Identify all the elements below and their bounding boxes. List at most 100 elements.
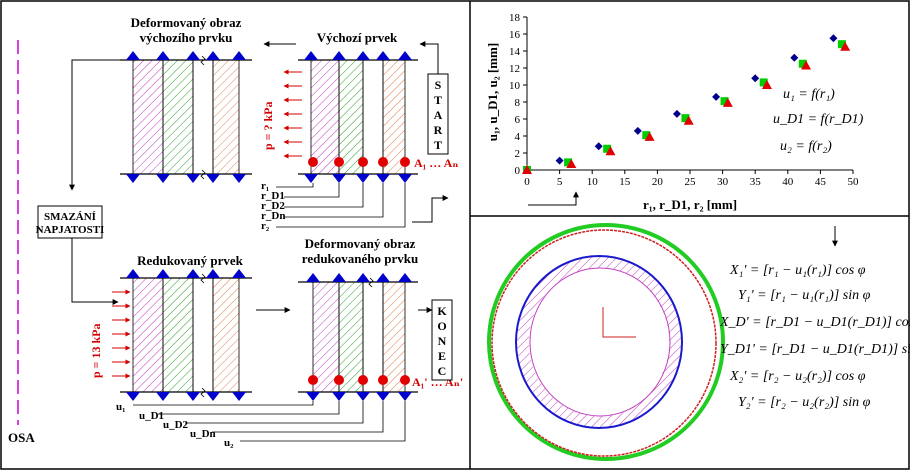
reduced-element: Redukovaný prvek p = 13 kPa bbox=[89, 253, 252, 401]
radius-dimensions: r₁ r_D1 r_D2 r_Dn r₂ bbox=[261, 180, 406, 232]
chart-point-series-1 bbox=[712, 92, 721, 101]
radius-to-chart-arrow bbox=[412, 195, 449, 223]
reduced-title: Redukovaný prvek bbox=[137, 253, 244, 268]
erase-box-line-2: NAPJATOSTI bbox=[36, 224, 105, 236]
chart-point-series-1 bbox=[751, 74, 760, 83]
radius-label-2: r_D1 bbox=[261, 190, 285, 202]
start-letter-4: R bbox=[434, 123, 443, 137]
start-letter-5: T bbox=[434, 138, 442, 152]
erase-stress-box: SMAZÁNÍ NAPJATOSTI bbox=[36, 205, 105, 239]
end-letter-3: N bbox=[438, 334, 447, 348]
formula-5: X₂' = [r₂ − u₂(r₂)] cos φ bbox=[729, 369, 866, 384]
chart-point-series-2 bbox=[603, 144, 612, 153]
chart-point-series-3 bbox=[683, 115, 694, 125]
erase-box-line-1: SMAZÁNÍ bbox=[44, 211, 96, 223]
initial-element: Výchozí prvek p = ? kPa A₁ … Aₙ bbox=[261, 30, 459, 183]
chart-y-tick-label: 10 bbox=[509, 80, 521, 92]
radius-label-1: r₁ bbox=[261, 180, 269, 192]
disp-label-5: u₂ bbox=[224, 437, 234, 449]
chart-point-series-1 bbox=[555, 156, 564, 165]
points-top-label: A₁ … Aₙ bbox=[414, 156, 459, 170]
chart-point-series-3 bbox=[761, 80, 772, 89]
disp-label-2: u_D1 bbox=[139, 410, 164, 422]
chart-point-series-2 bbox=[720, 97, 729, 106]
chart-y-tick-label: 16 bbox=[509, 29, 521, 41]
axis-label: OSA bbox=[8, 430, 35, 445]
chart-point-series-2 bbox=[837, 40, 846, 49]
chart-x-tick-label: 15 bbox=[619, 176, 631, 188]
deformed-reduced-element: Deformovaný obraz redukovaného prvku A₁'… bbox=[298, 236, 463, 401]
chart-equation-1: u₁ = f(r₁) bbox=[783, 87, 835, 102]
deformed-initial-element: Deformovaný obraz výchozího prvku bbox=[120, 15, 252, 183]
chart-x-tick-label: 50 bbox=[848, 176, 860, 188]
chart-x-tick-label: 10 bbox=[587, 176, 599, 188]
chart-x-tick-label: 20 bbox=[652, 176, 664, 188]
start-letter-2: T bbox=[434, 93, 442, 107]
chart-point-series-1 bbox=[672, 109, 681, 118]
chart-x-tick-label: 5 bbox=[557, 176, 563, 188]
displacement-dimensions: u₁ u_D1 u_D2 u_Dn u₂ bbox=[116, 401, 406, 449]
chart-x-tick-label: 40 bbox=[782, 176, 794, 188]
chart-y-tick-label: 12 bbox=[509, 63, 520, 75]
chart-point-series-2 bbox=[564, 158, 573, 167]
chart-pointer-arrow bbox=[528, 191, 579, 206]
initial-title: Výchozí prvek bbox=[317, 30, 398, 45]
disp-label-3: u_D2 bbox=[163, 419, 189, 431]
end-letter-4: E bbox=[438, 349, 446, 363]
pressure-bottom-label: p = 13 kPa bbox=[89, 323, 103, 378]
chart-xlabel: r₁, r_D1, r₂ [mm] bbox=[643, 197, 737, 212]
chart-x-tick-label: 30 bbox=[717, 176, 729, 188]
chart-point-series-2 bbox=[681, 114, 690, 123]
chart-y-tick-label: 2 bbox=[515, 148, 521, 160]
chart-equation-2: u_D1 = f(r_D1) bbox=[773, 112, 864, 127]
chart-x-ticks: 0 5 10 15 20 25 30 35 40 45 50 bbox=[524, 170, 859, 188]
chart-point-series-1 bbox=[829, 34, 838, 43]
chart-y-tick-label: 8 bbox=[515, 97, 521, 109]
start-box: S T A R T bbox=[427, 73, 449, 155]
chart-y-tick-label: 18 bbox=[509, 12, 521, 24]
chart-point-series-1 bbox=[633, 126, 642, 135]
chart-point-series-2 bbox=[642, 131, 651, 140]
chart-point-series-3 bbox=[644, 131, 655, 141]
deformed-circles bbox=[487, 223, 725, 461]
formula-4: Y_D1' = [r_D1 − u_D1(r_D1)] sin φ bbox=[720, 342, 910, 357]
chart-point-series-1 bbox=[594, 142, 603, 151]
chart-point-series-3 bbox=[840, 41, 851, 51]
chart-point-series-3 bbox=[522, 165, 532, 174]
chart-x-tick-label: 35 bbox=[750, 176, 762, 188]
deformed-to-erase-arrow bbox=[69, 59, 120, 191]
pressure-top-label: p = ? kPa bbox=[261, 101, 275, 150]
disp-label-1: u₁ bbox=[116, 401, 125, 413]
formula-6: Y₂' = [r₂ − u₂(r₂)] sin φ bbox=[738, 395, 871, 410]
formula-2: Y₁' = [r₁ − u₁(r₁)] sin φ bbox=[738, 288, 871, 303]
chart-y-tick-label: 4 bbox=[515, 131, 521, 143]
chart-points bbox=[522, 34, 851, 174]
deformed-reduced-title-2: redukovaného prvku bbox=[302, 251, 418, 266]
chart-y-tick-label: 0 bbox=[515, 165, 521, 177]
chart-equation-3: u₂ = f(r₂) bbox=[780, 139, 832, 154]
formula-1: X₁' = [r₁ − u₁(r₁)] cos φ bbox=[729, 263, 866, 278]
end-letter-1: K bbox=[437, 304, 447, 318]
deformed-initial-title-1: Deformovaný obraz bbox=[131, 15, 242, 30]
chart-x-tick-label: 25 bbox=[685, 176, 697, 188]
chart-point-series-3 bbox=[722, 97, 733, 107]
start-letter-1: S bbox=[435, 78, 442, 92]
end-box: K O N E C bbox=[431, 299, 453, 381]
formula-3: X_D' = [r_D1 − u_D1(r_D1)] cos φ bbox=[719, 315, 910, 330]
formulas: X₁' = [r₁ − u₁(r₁)] cos φ Y₁' = [r₁ − u₁… bbox=[719, 263, 910, 410]
chart-point-series-3 bbox=[566, 159, 577, 169]
deformed-initial-title-2: výchozího prvku bbox=[140, 30, 233, 45]
deformed-reduced-title-1: Deformovaný obraz bbox=[305, 236, 416, 251]
chart-y-tick-label: 6 bbox=[515, 114, 521, 126]
radius-label-4: r_Dn bbox=[261, 210, 285, 222]
radius-label-5: r₂ bbox=[261, 220, 270, 232]
chart-x-tick-label: 45 bbox=[815, 176, 827, 188]
start-letter-3: A bbox=[434, 108, 443, 122]
chart-point-series-2 bbox=[798, 59, 807, 68]
chart-y-ticks: 0 2 4 6 8 10 12 14 16 18 bbox=[509, 12, 527, 177]
chart-point-series-1 bbox=[790, 53, 799, 62]
chart-ylabel: u₁, u_D1, u₂ [mm] bbox=[485, 43, 500, 141]
erase-to-reduced-arrow bbox=[71, 238, 119, 305]
